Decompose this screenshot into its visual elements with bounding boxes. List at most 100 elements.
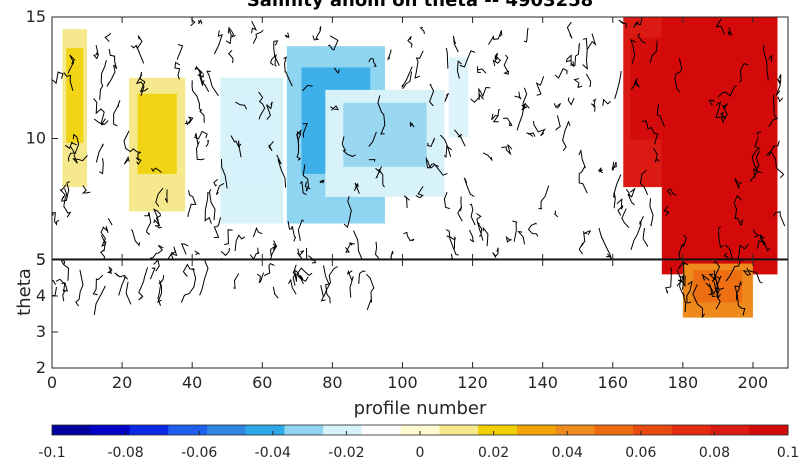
contour-line — [415, 186, 424, 199]
contour-line — [751, 136, 761, 171]
upper-panel: 5 10 15 — [26, 7, 789, 269]
contour-line — [618, 19, 627, 29]
contour-line — [491, 113, 498, 121]
contour-line — [61, 282, 68, 302]
colorbar-swatch — [284, 425, 324, 435]
contour-line — [136, 35, 143, 49]
colorbar: -0.1 -0.08 -0.06 -0.04 -0.02 0 0.02 0.04 0.06 0.0… — [38, 424, 799, 461]
contour-line — [478, 86, 491, 101]
contour-line — [440, 134, 452, 158]
contour-line — [302, 164, 310, 192]
contour-line — [734, 285, 746, 316]
contour-line — [67, 145, 76, 162]
contour-line — [333, 67, 340, 74]
contour-line — [666, 188, 677, 196]
contour-line — [717, 226, 724, 248]
contour-line — [123, 130, 141, 153]
contour-line — [570, 43, 580, 66]
contour-line — [494, 52, 498, 62]
contour-line — [768, 140, 780, 157]
contour-line — [182, 263, 195, 277]
contour-line — [602, 98, 611, 106]
contour-line — [759, 234, 771, 252]
contour-line — [738, 62, 749, 83]
contour-line — [194, 65, 203, 77]
contour-line — [567, 97, 575, 106]
contour-line — [554, 210, 559, 218]
contour-line — [251, 20, 258, 34]
colorbar-swatch — [633, 425, 673, 435]
contour-line — [264, 262, 275, 277]
contour-line — [686, 280, 693, 304]
contour-line — [345, 241, 355, 253]
colorbar-swatch — [206, 425, 247, 435]
contour-line — [106, 265, 113, 274]
contour-line — [150, 244, 164, 259]
contour-line — [52, 71, 64, 85]
x-axis-title: profile number — [354, 398, 487, 419]
contour-line — [733, 194, 742, 226]
contour-line — [701, 273, 710, 282]
contour-line — [719, 111, 727, 120]
contour-line — [445, 47, 449, 69]
x-tick-label: 20 — [112, 373, 132, 392]
contour-line — [656, 103, 665, 127]
contour-line — [272, 286, 279, 299]
contour-line — [403, 231, 415, 242]
contour-line — [426, 137, 436, 147]
contour-line — [368, 131, 377, 147]
contour-line — [445, 229, 459, 256]
contour-line — [299, 180, 307, 196]
lower-panel: 2 3 4 5 — [36, 250, 789, 377]
contour-line — [598, 227, 612, 259]
contour-line — [130, 229, 140, 247]
contour-line — [252, 29, 264, 44]
contour-line — [276, 154, 287, 188]
contour-line — [723, 252, 730, 260]
anomaly-core — [630, 37, 663, 140]
contour-line — [409, 121, 415, 128]
y-tick-label: 15 — [26, 7, 46, 26]
contour-line — [295, 267, 313, 285]
contour-line — [768, 54, 773, 63]
colorbar-tick-label: 0.1 — [777, 445, 799, 461]
contour-line — [113, 100, 121, 127]
contour-line — [734, 178, 743, 189]
contour-line — [297, 275, 309, 282]
contour-line — [99, 158, 104, 175]
contour-line — [67, 54, 76, 74]
contour-line — [488, 30, 503, 45]
contour-line — [578, 231, 586, 255]
x-tick-label: 160 — [597, 373, 628, 392]
contour-line — [708, 273, 717, 280]
contour-line — [72, 133, 80, 156]
contour-line — [520, 102, 530, 111]
contour-line — [153, 208, 162, 227]
contour-line — [296, 133, 302, 161]
contour-line — [194, 130, 208, 145]
contour-line — [621, 208, 630, 228]
contour-line — [630, 78, 640, 90]
contour-line — [330, 105, 340, 111]
contour-line — [503, 117, 513, 127]
contour-line — [503, 54, 510, 75]
contour-line — [100, 108, 109, 125]
contour-line — [138, 267, 149, 301]
contour-line — [307, 255, 314, 260]
contour-line — [269, 240, 277, 256]
contour-line — [93, 98, 102, 115]
contour-line — [765, 150, 785, 179]
contour-line — [374, 241, 379, 260]
contour-line — [516, 87, 528, 131]
contour-line — [692, 284, 705, 318]
x-tick-label: 100 — [387, 373, 418, 392]
colorbar-tick-label: 0.06 — [625, 445, 656, 461]
contour-line — [346, 269, 354, 298]
contour-line — [283, 56, 293, 87]
contour-line — [176, 44, 184, 60]
contour-line — [292, 272, 298, 286]
contour-line — [63, 72, 74, 91]
colorbar-tick-label: -0.02 — [328, 445, 364, 461]
contour-line — [407, 35, 413, 48]
